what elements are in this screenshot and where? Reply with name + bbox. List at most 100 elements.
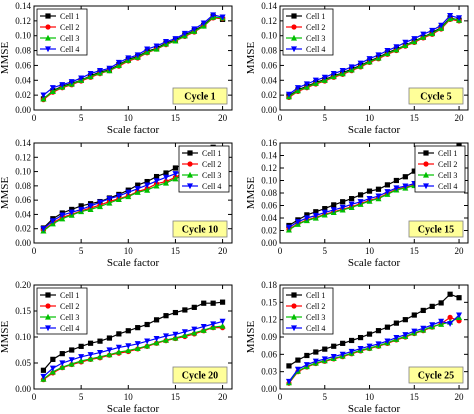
data-point	[366, 56, 373, 62]
y-tick-label: 0.14	[15, 138, 31, 148]
y-tick-label: 0.12	[261, 315, 277, 325]
data-point	[411, 312, 417, 318]
y-tick-label: 0.08	[261, 188, 277, 198]
legend-marker	[45, 292, 51, 298]
legend-marker	[45, 325, 51, 332]
data-point	[393, 185, 400, 192]
legend: Cell 1 Cell 2 Cell 3 Cell 4	[282, 8, 334, 56]
data-point	[144, 178, 150, 185]
data-point	[172, 165, 179, 171]
legend: Cell 1 Cell 2 Cell 3 Cell 4	[282, 287, 334, 335]
data-point	[40, 92, 47, 99]
data-point	[219, 322, 226, 329]
data-point	[59, 82, 66, 88]
data-point	[106, 196, 113, 202]
y-tick-label: 0.15	[15, 306, 31, 316]
chart-panel-1: 0 5 10 15 20 0.00 0.02 0.04 0.06 0.08 0.10 0.12 0.14…	[0, 1, 233, 136]
data-point	[304, 352, 310, 359]
data-point	[321, 356, 328, 363]
data-point	[402, 317, 408, 323]
data-point	[384, 47, 391, 54]
x-tick-label: 15	[171, 246, 181, 256]
y-tick-label: 0.14	[15, 1, 31, 11]
x-axis-title: Scale factor	[348, 257, 401, 269]
data-point	[40, 373, 47, 380]
x-tick-label: 10	[365, 113, 375, 123]
data-point	[339, 68, 346, 74]
legend-label: Cell 2	[306, 23, 325, 32]
data-point	[163, 333, 169, 340]
y-tick-label: 0.12	[261, 163, 277, 173]
legend-marker	[291, 34, 297, 41]
legend-box	[282, 8, 334, 56]
legend-marker	[187, 171, 193, 178]
data-point	[181, 329, 188, 335]
y-tick-label: 0.12	[15, 16, 31, 26]
data-point	[191, 329, 198, 336]
y-tick-label: 0.04	[261, 75, 277, 85]
series-4	[285, 13, 463, 98]
x-tick-label: 5	[79, 246, 84, 256]
data-point	[78, 203, 84, 209]
data-point	[163, 179, 169, 186]
legend-label: Cell 3	[60, 34, 79, 43]
cycle-annotation-label: Cycle 20	[182, 371, 218, 382]
y-tick-label: 0.16	[261, 138, 277, 148]
series-4	[40, 12, 226, 99]
y-axis-title: MMSE	[245, 42, 257, 75]
data-point	[134, 189, 141, 195]
y-tick-label: 0.08	[15, 46, 31, 56]
legend-label: Cell 1	[60, 291, 79, 300]
data-point	[420, 31, 427, 38]
data-point	[69, 206, 75, 213]
legend-marker	[423, 171, 429, 178]
y-tick-label: 0.20	[15, 280, 31, 290]
legend-marker	[45, 13, 51, 19]
x-tick-label: 0	[278, 113, 283, 123]
legend-marker	[291, 325, 297, 332]
data-point	[384, 189, 391, 195]
data-point	[78, 357, 85, 364]
cycle-annotation-box	[408, 87, 464, 105]
data-point	[87, 352, 94, 358]
cycle-annotation-box	[408, 220, 464, 238]
data-point	[375, 186, 382, 192]
legend-label: Cell 3	[306, 34, 325, 43]
data-point	[429, 322, 436, 329]
data-point	[144, 186, 151, 193]
data-point	[115, 59, 122, 66]
chart-panel-5: 0 5 10 15 20 0.00 0.05 0.10 0.15 0.20 Scale factor…	[0, 280, 233, 414]
data-point	[447, 291, 453, 297]
data-point	[59, 215, 66, 222]
x-tick-label: 5	[323, 246, 328, 256]
data-point	[366, 331, 373, 337]
data-point	[49, 218, 56, 225]
y-axis-title: MMSE	[245, 321, 257, 354]
data-point	[163, 174, 169, 181]
data-point	[144, 321, 150, 328]
data-point	[87, 340, 94, 346]
data-point	[200, 20, 207, 27]
x-tick-label: 10	[124, 392, 134, 402]
chart-panel-3: 0 5 10 15 20 0.00 0.02 0.04 0.06 0.08 0.10 0.12 0.14…	[0, 138, 233, 269]
series-1	[40, 299, 226, 373]
x-tick-label: 10	[365, 392, 375, 402]
y-tick-label: 0.15	[261, 297, 277, 307]
data-point	[303, 215, 310, 222]
x-tick-label: 0	[278, 392, 283, 402]
x-tick-label: 5	[79, 113, 84, 123]
data-point	[411, 36, 418, 42]
x-tick-label: 15	[410, 246, 420, 256]
legend-marker	[45, 24, 51, 30]
data-point	[144, 342, 151, 349]
data-point	[312, 77, 319, 84]
data-point	[97, 203, 103, 210]
data-point	[87, 71, 94, 77]
data-point	[429, 27, 436, 34]
data-point	[375, 328, 382, 334]
y-tick-label: 0.18	[261, 280, 277, 290]
data-point	[456, 295, 462, 301]
y-tick-label: 0.06	[261, 60, 277, 70]
cycle-annotation-label: Cycle 25	[418, 371, 454, 382]
